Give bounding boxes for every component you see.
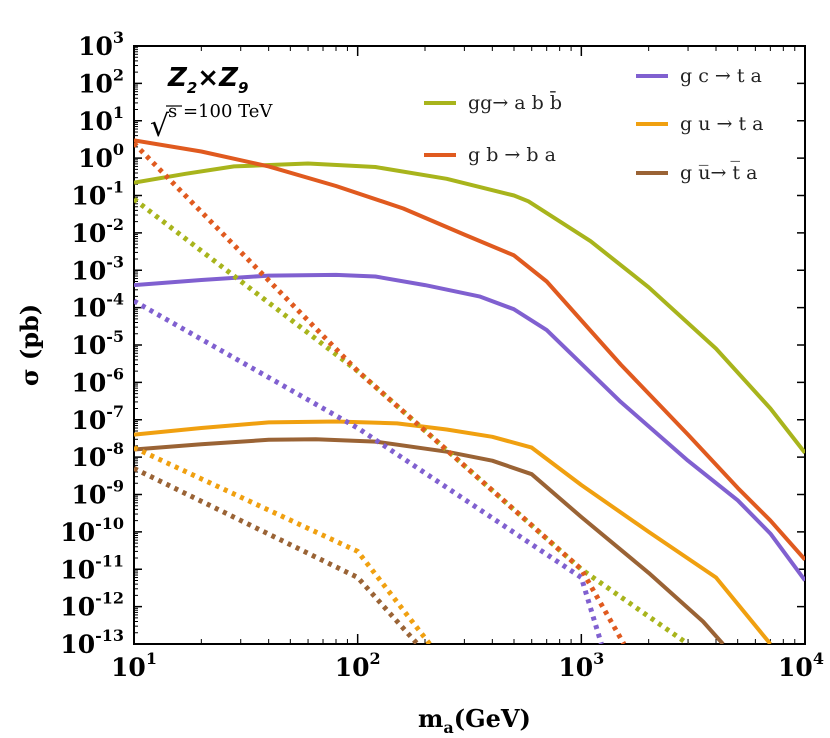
y-tick-label: 10-6 xyxy=(71,364,124,397)
y-tick-label: 10-8 xyxy=(71,439,124,472)
y-tick-label: 101 xyxy=(78,103,124,136)
legend: gg→ a b b̄ g b → b a g c → t a g u → t a g u… xyxy=(424,65,763,184)
y-tick-label: 10-5 xyxy=(71,327,124,360)
y-tick-label: 10-3 xyxy=(71,252,124,285)
series-line-solid-0 xyxy=(134,161,805,455)
y-tick-label: 10-4 xyxy=(71,290,124,323)
y-tick-label: 10-13 xyxy=(60,626,124,659)
legend-label: g c → t a xyxy=(680,65,762,87)
series-line-solid-2 xyxy=(134,272,805,582)
y-tick-label: 10-7 xyxy=(71,402,124,435)
series-line-solid-1 xyxy=(134,138,805,562)
y-tick-label: 10-12 xyxy=(60,589,124,622)
y-tick-label: 10-10 xyxy=(60,514,124,547)
legend-label: gg→ a b b̄ xyxy=(468,90,562,114)
series-line-solid-3 xyxy=(134,419,772,644)
x-axis-title: ma(GeV) xyxy=(418,704,531,737)
series-group xyxy=(134,138,805,644)
y-tick-label: 10-9 xyxy=(71,477,124,510)
plot-frame xyxy=(133,45,806,645)
x-tick-label: 104 xyxy=(778,649,824,682)
y-axis-ticks: 103 102 101 100 10-1 10-2 10-3 10-4 10-5 10-6 10-7… xyxy=(60,28,805,659)
model-label: Z2×Z9 xyxy=(167,63,248,97)
legend-label: g u → t a xyxy=(680,113,763,135)
series-line-solid-4 xyxy=(134,437,725,644)
y-tick-label: 10-1 xyxy=(71,178,124,211)
y-tick-label: 100 xyxy=(78,140,124,173)
sqrt-symbol: √ xyxy=(150,109,170,144)
series-line-dotted-5 xyxy=(134,197,690,644)
x-tick-label: 103 xyxy=(558,649,604,682)
legend-label: g b → b a xyxy=(468,144,556,166)
x-tick-label: 102 xyxy=(335,649,381,682)
x-axis-ticks: 101 102 103 104 xyxy=(111,46,824,682)
legend-label: g u̅→ t̅ a xyxy=(680,161,757,184)
y-tick-label: 103 xyxy=(78,28,124,61)
x-tick-label: 101 xyxy=(111,649,157,682)
series-line-dotted-6 xyxy=(134,141,627,644)
y-axis-title: σ (pb) xyxy=(15,304,44,386)
series-line-dotted-8 xyxy=(134,445,432,644)
y-tick-label: 102 xyxy=(78,65,124,98)
series-line-dotted-9 xyxy=(134,466,420,644)
energy-label: s =100 TeV xyxy=(168,101,273,122)
y-tick-label: 10-2 xyxy=(71,215,124,248)
y-tick-label: 10-11 xyxy=(60,551,124,584)
series-line-dotted-7 xyxy=(134,298,604,644)
